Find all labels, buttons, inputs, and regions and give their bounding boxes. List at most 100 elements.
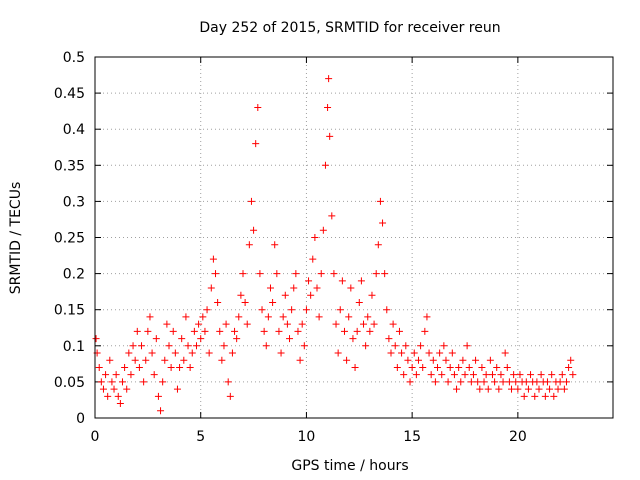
data-point — [95, 363, 103, 371]
data-point — [302, 306, 310, 314]
data-point — [514, 385, 522, 393]
data-point — [106, 356, 114, 364]
data-point — [450, 371, 458, 379]
data-point — [325, 75, 333, 83]
data-point — [412, 371, 420, 379]
data-point — [541, 392, 549, 400]
y-tick-label: 0.05 — [54, 375, 85, 391]
data-point — [508, 385, 516, 393]
tick-labels: 0 0.05 0.1 0.15 0.2 0.25 0.3 0.35 0.4 0.45 0.5 0 5 10… — [54, 50, 613, 445]
data-point — [385, 335, 393, 343]
data-point — [472, 356, 480, 364]
data-point — [535, 385, 543, 393]
data-point — [152, 335, 160, 343]
data-point — [121, 363, 129, 371]
data-point — [125, 349, 133, 357]
data-point — [522, 378, 530, 386]
data-point — [118, 378, 126, 386]
data-point — [336, 306, 344, 314]
data-point — [398, 349, 406, 357]
data-point — [241, 298, 249, 306]
data-point — [425, 349, 433, 357]
data-point — [480, 378, 488, 386]
x-tick-label: 5 — [196, 429, 205, 445]
data-point — [347, 284, 355, 292]
data-point — [343, 356, 351, 364]
data-point — [362, 342, 370, 350]
data-point — [138, 342, 146, 350]
data-point — [315, 313, 323, 321]
data-point — [455, 363, 463, 371]
data-point — [252, 140, 260, 148]
data-point — [321, 161, 329, 169]
data-point — [478, 363, 486, 371]
data-point — [554, 385, 562, 393]
data-point — [419, 363, 427, 371]
data-point — [226, 392, 234, 400]
data-point — [140, 378, 148, 386]
data-point — [569, 371, 577, 379]
data-point — [516, 371, 524, 379]
data-point — [484, 385, 492, 393]
data-point — [192, 342, 200, 350]
data-point — [188, 349, 196, 357]
data-point — [565, 363, 573, 371]
data-point — [410, 349, 418, 357]
data-point — [154, 392, 162, 400]
data-point — [235, 313, 243, 321]
data-point — [488, 371, 496, 379]
grid — [95, 57, 613, 418]
data-point — [374, 241, 382, 249]
data-point — [338, 277, 346, 285]
data-point — [275, 327, 283, 335]
data-point — [108, 378, 116, 386]
plot-frame — [94, 56, 614, 419]
y-tick-label: 0.15 — [54, 303, 85, 319]
data-point — [387, 349, 395, 357]
data-point — [461, 371, 469, 379]
data-point — [286, 335, 294, 343]
data-point — [294, 327, 302, 335]
data-point — [201, 327, 209, 335]
data-point — [417, 342, 425, 350]
data-point — [157, 407, 165, 415]
data-point — [129, 342, 137, 350]
y-tick-label: 0.1 — [63, 339, 85, 355]
data-point — [493, 363, 501, 371]
data-point — [376, 197, 384, 205]
data-point — [402, 342, 410, 350]
data-point — [408, 363, 416, 371]
data-point — [453, 385, 461, 393]
data-point — [330, 270, 338, 278]
data-point — [364, 313, 372, 321]
data-point — [440, 342, 448, 350]
data-point — [429, 356, 437, 364]
data-point — [340, 327, 348, 335]
data-point — [543, 378, 551, 386]
data-point — [370, 320, 378, 328]
data-point — [366, 327, 374, 335]
data-point — [537, 371, 545, 379]
data-point — [421, 327, 429, 335]
data-point — [92, 335, 100, 343]
data-point — [357, 277, 365, 285]
data-point — [228, 349, 236, 357]
data-point — [161, 356, 169, 364]
data-point — [142, 356, 150, 364]
y-tick-label: 0.5 — [63, 50, 85, 66]
data-point — [562, 378, 570, 386]
data-point — [491, 378, 499, 386]
data-point — [144, 327, 152, 335]
x-tick-label: 20 — [509, 429, 527, 445]
data-point — [486, 356, 494, 364]
data-point — [298, 320, 306, 328]
data-point — [146, 313, 154, 321]
data-point — [379, 219, 387, 227]
x-tick-label: 10 — [298, 429, 316, 445]
y-tick-label: 0.45 — [54, 86, 85, 102]
data-point — [404, 356, 412, 364]
data-point — [296, 356, 304, 364]
data-point — [260, 327, 268, 335]
data-point — [427, 371, 435, 379]
